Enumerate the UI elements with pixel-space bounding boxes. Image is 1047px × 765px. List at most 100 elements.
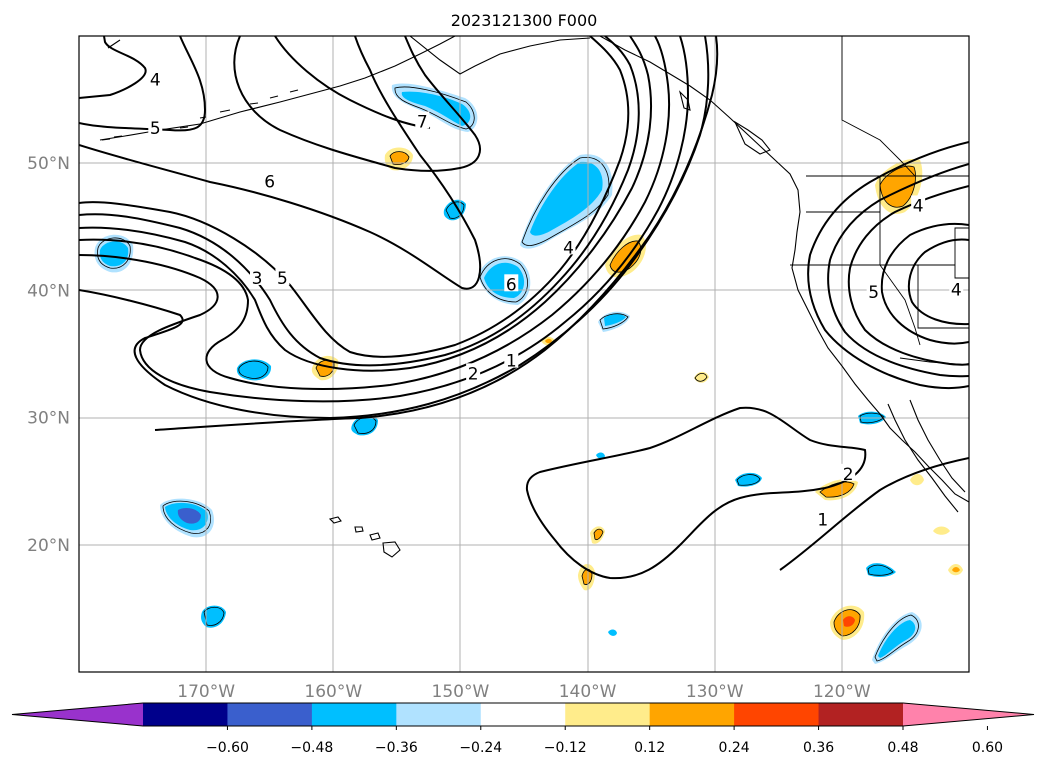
contour-lines: [79, 36, 969, 580]
gulf-of-california: [909, 399, 966, 493]
colorbar: −0.60 −0.48 −0.36 −0.24 −0.12 0.12 0.24 0.36 0.4…: [11, 702, 1035, 756]
contour-4-east: [907, 238, 969, 326]
contour-label: 1: [817, 511, 828, 531]
contour-label: 5: [277, 269, 288, 289]
colorbar-swatch: [143, 703, 228, 726]
colorbar-swatch: [311, 703, 397, 726]
latitude-labels: 20°N 30°N 40°N 50°N: [27, 154, 70, 556]
contour-label-bg: [949, 279, 964, 297]
anomaly-patch-strong-negative: [177, 507, 201, 524]
latitude-label: 50°N: [27, 154, 70, 174]
colorbar-swatch: [734, 703, 820, 726]
contour-ridge-5: [79, 36, 690, 403]
baja-peninsula: [887, 403, 959, 513]
contour-label-bg: [275, 267, 290, 285]
colorbar-tick-label: 0.60: [972, 740, 1003, 756]
anomaly-patch-strong-positive: [843, 616, 855, 627]
colorbar-swatch: [649, 703, 735, 726]
contour-west-coast: [807, 141, 969, 390]
contour-1-east: [779, 457, 969, 571]
colorbar-tick-label: 0.24: [719, 740, 750, 756]
latitude-label: 30°N: [27, 409, 70, 429]
contour-label: 7: [417, 112, 428, 132]
alaska-canada-border: [841, 36, 916, 177]
colorbar-swatch: [565, 703, 651, 726]
contour-7: [233, 36, 481, 172]
political-borders: [790, 36, 969, 366]
hawaii-islands: [328, 516, 401, 558]
haida-gwaii: [678, 90, 691, 111]
contour-label: 6: [506, 275, 517, 295]
contour-label-bg: [415, 111, 430, 129]
colorbar-outline: [11, 702, 1035, 727]
contour-label: 4: [563, 238, 574, 258]
longitude-label: 170°W: [177, 682, 235, 702]
anomaly-patch-orange: [545, 338, 552, 344]
anomaly-patch-orange: [390, 151, 409, 165]
anomaly-patch-blue: [604, 313, 626, 326]
contour-label: 4: [951, 280, 962, 300]
colorbar-tick-label: 0.36: [803, 740, 834, 756]
contour-label-bg: [911, 195, 926, 213]
latitude-label: 40°N: [27, 281, 70, 301]
colorbar-tick-label: −0.24: [459, 740, 502, 756]
contour-low-center: [880, 222, 969, 345]
contour-label: 4: [913, 196, 924, 216]
gridlines: [79, 36, 969, 672]
colorbar-tick-label: 0.48: [887, 740, 918, 756]
vancouver-island: [733, 120, 771, 155]
state-borders: [790, 176, 969, 346]
colorbar-swatch: [480, 703, 566, 726]
contour-label-bg: [466, 363, 481, 381]
contour-ridge-3: [79, 36, 653, 372]
contour-label: 5: [868, 283, 879, 303]
colorbar-swatch: [227, 703, 313, 726]
contour-1-lower: [525, 406, 867, 580]
contour-label-bg: [815, 509, 830, 527]
map-frame: [78, 35, 970, 673]
colorbar-swatch: [818, 703, 904, 726]
colorbar-tick-label: −0.60: [206, 740, 249, 756]
longitude-labels: 170°W 160°W 150°W 140°W 130°W 120°W: [177, 682, 871, 702]
anomaly-patch-orange: [952, 567, 960, 573]
anomaly-outlines: [97, 86, 919, 662]
contour-7-outer: [274, 36, 431, 129]
colorbar-extend-high: [903, 703, 1034, 726]
contour-west-coast-3: [847, 185, 969, 366]
contour-label: 1: [506, 352, 517, 372]
contour-label: 5: [150, 119, 161, 139]
contour-6: [79, 36, 482, 290]
anomaly-patch-blue: [99, 241, 129, 267]
contour-label-bg: [504, 274, 519, 292]
anomaly-patch-blue: [608, 629, 617, 636]
contour-ridge-1: [79, 36, 630, 358]
anomaly-patch-blue: [866, 563, 896, 577]
anomaly-patch-orange: [594, 529, 603, 540]
longitude-label: 140°W: [559, 682, 617, 702]
anomaly-patch-orange: [582, 569, 592, 585]
contour-west-coast-2: [827, 163, 969, 378]
contour-label-bg: [841, 463, 856, 481]
colorbar-tick-label: −0.36: [375, 740, 418, 756]
contour-label: 2: [468, 364, 479, 384]
anomaly-patch-blue: [530, 161, 603, 236]
anomaly-patch-blue: [878, 620, 916, 658]
anomaly-patch-orange: [933, 526, 950, 535]
longitude-label: 130°W: [686, 682, 744, 702]
contour-1: [154, 36, 719, 431]
contour-label-bg: [148, 117, 163, 135]
contour-label: 2: [843, 465, 854, 485]
colorbar-tick-label: −0.48: [290, 740, 333, 756]
contour-5: [79, 36, 207, 132]
colorbar-extend-low: [12, 703, 143, 726]
anomaly-patch-orange: [910, 474, 924, 486]
aleutian-islands: [101, 89, 299, 141]
anomaly-patch-blue: [401, 91, 471, 126]
contour-label: 6: [264, 172, 275, 192]
contour-label: 4: [150, 71, 161, 91]
contour-ridge-2: [79, 36, 640, 367]
colorbar-swatch: [396, 703, 482, 726]
contour-label: 3: [252, 269, 263, 289]
